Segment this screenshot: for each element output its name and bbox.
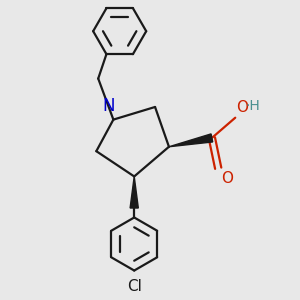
Text: O: O: [236, 100, 248, 115]
Text: ·H: ·H: [246, 99, 261, 113]
Polygon shape: [130, 176, 138, 208]
Polygon shape: [169, 134, 213, 147]
Text: N: N: [103, 97, 115, 115]
Text: O: O: [221, 171, 233, 186]
Text: Cl: Cl: [127, 279, 142, 294]
